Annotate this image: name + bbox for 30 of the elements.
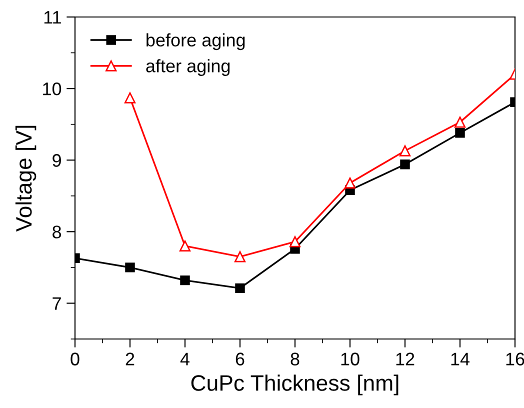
- x-tick-label: 0: [70, 352, 80, 366]
- x-tick-label: 6: [236, 352, 244, 366]
- x-tick-label: 8: [290, 352, 300, 366]
- y-tick-label: 10: [43, 82, 62, 96]
- y-axis-title: Voltage [V]: [15, 126, 36, 232]
- point: [125, 262, 135, 272]
- point: [234, 251, 246, 262]
- point: [455, 128, 465, 138]
- point: [399, 145, 411, 156]
- y-tick-label: 9: [52, 154, 61, 167]
- point: [344, 177, 356, 189]
- y-tick-label: 8: [52, 226, 62, 238]
- point: [124, 92, 136, 104]
- y-tick-label: 11: [44, 11, 61, 24]
- x-tick-label: 16: [506, 352, 524, 366]
- point: [180, 275, 190, 286]
- x-axis-title: CuPc Thickness [nm]: [191, 374, 398, 396]
- x-tick-label: 14: [451, 352, 470, 366]
- x-tick-label: 10: [341, 352, 360, 366]
- point: [289, 236, 301, 248]
- y-tick-label: 7: [52, 297, 61, 310]
- x-tick-label: 4: [180, 352, 190, 366]
- point: [454, 116, 466, 128]
- point: [179, 240, 191, 252]
- x-tick-label: 12: [396, 352, 414, 366]
- legend-label: after aging: [146, 59, 230, 76]
- point: [400, 160, 410, 170]
- point: [235, 283, 245, 294]
- x-tick-label: 2: [126, 352, 134, 366]
- legend-label: before aging: [146, 33, 245, 50]
